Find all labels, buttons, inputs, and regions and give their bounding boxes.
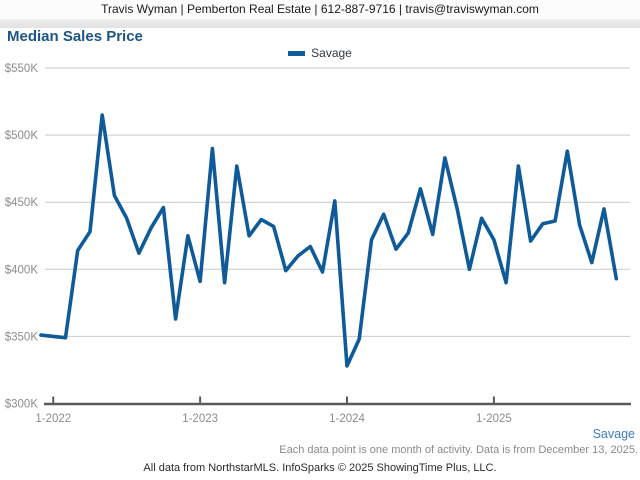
- attribution-line: All data from NorthstarMLS. InfoSparks ©…: [143, 462, 497, 474]
- legend-label[interactable]: Savage: [311, 46, 352, 60]
- agent-contact-text: Travis Wyman | Pemberton Real Estate | 6…: [101, 2, 539, 16]
- y-axis-label: $300K: [5, 399, 39, 411]
- y-axis-label: $450K: [5, 197, 39, 209]
- agent-contact-header: Travis Wyman | Pemberton Real Estate | 6…: [0, 0, 640, 19]
- page-title: Median Sales Price: [7, 28, 143, 45]
- chart-legend: Savage: [0, 46, 640, 60]
- x-axis-label: 1-2025: [476, 413, 512, 425]
- x-axis-label: 1-2024: [329, 413, 365, 425]
- x-axis-label: 1-2022: [35, 413, 71, 425]
- y-axis-label: $550K: [5, 63, 39, 75]
- header-divider: [0, 19, 640, 28]
- data-note: Each data point is one month of activity…: [279, 444, 638, 456]
- x-axis-label: 1-2023: [182, 413, 218, 425]
- savage-series-line: [39, 113, 619, 368]
- y-axis-label: $350K: [5, 331, 39, 343]
- series-link-savage[interactable]: Savage: [592, 427, 635, 441]
- legend-line-swatch: [288, 50, 306, 56]
- y-axis-label: $500K: [5, 130, 39, 142]
- y-axis-label: $400K: [5, 264, 39, 276]
